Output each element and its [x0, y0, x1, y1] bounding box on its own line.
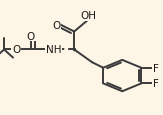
Text: O: O: [12, 45, 20, 55]
Text: OH: OH: [80, 11, 96, 21]
Text: NH: NH: [46, 45, 62, 55]
Text: O: O: [27, 31, 35, 41]
Text: F: F: [153, 79, 159, 89]
Text: F: F: [153, 63, 159, 73]
Text: O: O: [52, 20, 60, 30]
